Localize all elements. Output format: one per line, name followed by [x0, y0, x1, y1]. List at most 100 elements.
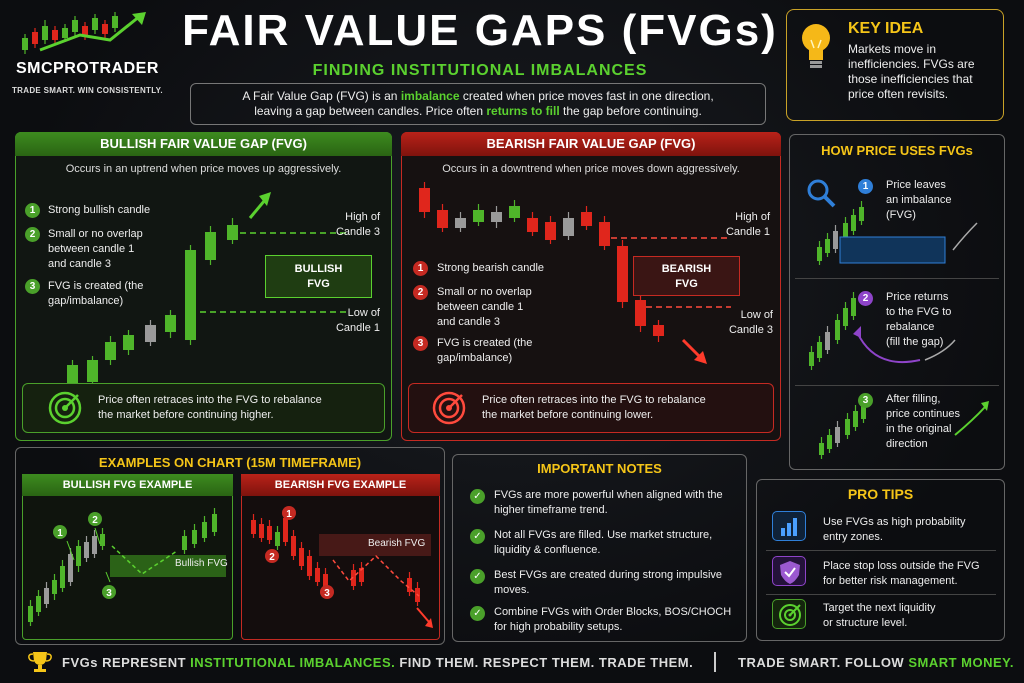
- bearish-retrace-text: Price often retraces into the FVG to reb…: [482, 394, 706, 421]
- candle: [145, 325, 156, 342]
- candle: [455, 218, 466, 228]
- bearish-example-title: BEARISH FVG EXAMPLE: [241, 474, 440, 496]
- bearish-header: BEARISH FAIR VALUE GAP (FVG): [401, 132, 781, 156]
- candle: [105, 342, 116, 360]
- candle: [473, 210, 484, 222]
- candle: [22, 38, 28, 50]
- tips-title: PRO TIPS: [847, 486, 914, 502]
- bullish-retrace-box: [22, 383, 385, 433]
- divider: [766, 550, 996, 551]
- note-item: FVGs are more powerful when aligned with…: [494, 489, 723, 516]
- how-step-1-chart: [817, 201, 978, 265]
- bearish-step-1: Strong bearish candle: [437, 262, 545, 274]
- candle: [62, 28, 68, 38]
- candle: [291, 536, 296, 556]
- target-icon: [48, 391, 82, 425]
- candle: [437, 210, 448, 228]
- bearish-description: Occurs in a downtrend when price moves d…: [442, 163, 740, 175]
- tip-item: Place stop loss outside the FVG for bette…: [823, 560, 980, 587]
- candle: [419, 188, 430, 212]
- candle: [599, 222, 610, 246]
- candle: [835, 320, 840, 340]
- how-price-panel: [789, 134, 1005, 470]
- candle: [653, 325, 664, 336]
- bearish-candles-chart: [419, 182, 731, 364]
- bearish-retrace-box: [408, 383, 774, 433]
- candle: [299, 548, 304, 566]
- search-icon: [807, 179, 836, 208]
- candle: [323, 574, 328, 588]
- note-item: Best FVGs are created during strong impu…: [494, 569, 723, 596]
- step-number: 2: [25, 227, 40, 242]
- candle: [635, 300, 646, 326]
- candle: [227, 225, 238, 240]
- how-step-2-chart: [809, 292, 956, 370]
- bullish-step-2: Small or no overlap between candle 1 and…: [48, 228, 143, 270]
- shield-icon: [772, 556, 806, 586]
- candle: [307, 556, 312, 576]
- candle: [351, 570, 356, 586]
- candle: [202, 522, 207, 538]
- candle: [100, 534, 105, 546]
- candle: [819, 443, 824, 455]
- notes-panel: [452, 454, 747, 642]
- candle: [859, 207, 864, 221]
- candle: [267, 526, 272, 540]
- candle: [833, 231, 838, 249]
- candle: [259, 524, 264, 538]
- bullish-step-3: FVG is created (the gap/imbalance): [48, 280, 144, 307]
- page-subtitle: FINDING INSTITUTIONAL IMBALANCES: [312, 62, 648, 79]
- candle: [44, 588, 49, 604]
- candle: [545, 222, 556, 240]
- bearish-example-label: Bearish FVG: [368, 538, 426, 549]
- candle: [563, 218, 574, 236]
- candle: [52, 30, 58, 40]
- candle: [36, 596, 41, 612]
- divider: [795, 385, 999, 386]
- note-item: Combine FVGs with Order Blocks, BOS/CHOC…: [494, 606, 732, 633]
- candle: [92, 18, 98, 30]
- tip-item: Target the next liquidity or structure le…: [823, 602, 936, 629]
- tips-panel: [756, 479, 1005, 641]
- candle: [251, 520, 256, 534]
- candle: [851, 215, 856, 231]
- svg-text:1: 1: [286, 509, 292, 520]
- how-step-1-text: Price leaves an imbalance (FVG): [886, 179, 952, 221]
- candle: [192, 530, 197, 544]
- step-number: 1: [413, 261, 428, 276]
- footer-right: TRADE SMART. FOLLOW SMART MONEY.: [738, 655, 1014, 670]
- footer-divider: [714, 652, 716, 672]
- candle: [102, 24, 108, 34]
- how-step-3-chart: [819, 399, 989, 459]
- how-step-3-text: After filling, price continues in the orig…: [886, 393, 960, 450]
- candle: [68, 554, 73, 582]
- bearish-fvg-box: BEARISH FVG: [633, 256, 740, 296]
- candle: [845, 419, 850, 435]
- bearish-low-label: Low of Candle 3: [728, 309, 773, 336]
- candle: [851, 298, 856, 316]
- candle: [861, 405, 866, 419]
- candle: [491, 212, 502, 222]
- candle: [87, 360, 98, 382]
- target-icon: [432, 391, 466, 425]
- key-idea-text: Markets move in inefficiencies. FVGs are…: [848, 42, 975, 101]
- examples-title: EXAMPLES ON CHART (15M TIMEFRAME): [98, 455, 362, 470]
- candle: [843, 223, 848, 241]
- note-item: Not all FVGs are filled. Use market stru…: [494, 529, 713, 556]
- candle: [617, 246, 628, 302]
- svg-text:3: 3: [106, 588, 112, 599]
- bullish-fvg-box: BULLISH FVG: [265, 255, 372, 298]
- check-icon: ✓: [470, 569, 485, 584]
- candle: [165, 315, 176, 332]
- candle: [315, 568, 320, 582]
- brand-name: SMCPROTRADER: [16, 60, 159, 77]
- bullish-step-1: Strong bullish candle: [48, 204, 151, 216]
- page-title: FAIR VALUE GAPS (FVGs): [182, 6, 778, 55]
- notes-title: IMPORTANT NOTES: [537, 461, 662, 476]
- candle: [843, 308, 848, 326]
- step-number: 1: [858, 179, 873, 194]
- bullish-example-label: Bullish FVG: [175, 558, 228, 569]
- check-icon: ✓: [470, 529, 485, 544]
- svg-text:2: 2: [92, 515, 98, 526]
- candle: [60, 566, 65, 588]
